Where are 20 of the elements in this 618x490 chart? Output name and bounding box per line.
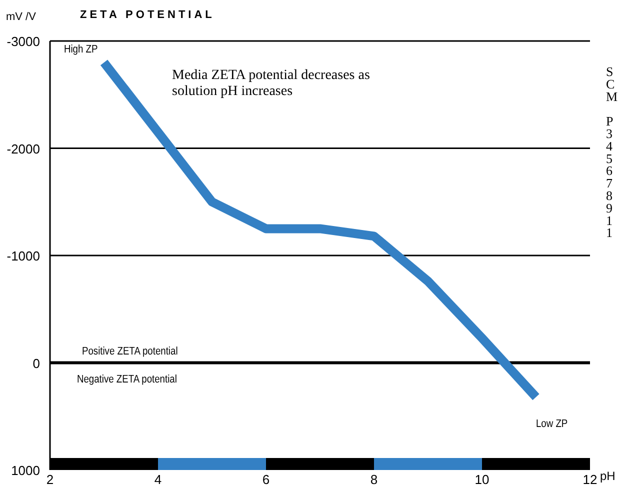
x-axis-title: pH bbox=[600, 469, 616, 483]
annotation: Negative ZETA potential bbox=[77, 374, 177, 386]
annotation: Low ZP bbox=[536, 418, 568, 430]
annotation: High ZP bbox=[64, 44, 98, 56]
y-tick-label: 0 bbox=[32, 356, 40, 371]
x-tick-label: 8 bbox=[370, 472, 378, 487]
annotation: Positive ZETA potential bbox=[82, 346, 178, 358]
x-tick-label: 4 bbox=[154, 472, 162, 487]
x-tick-label: 10 bbox=[474, 472, 490, 487]
annotation: Media ZETA potential decreases as solution pH increases bbox=[172, 68, 370, 99]
y-tick-label: -3000 bbox=[6, 34, 40, 49]
y-axis-title: mV /V bbox=[6, 11, 37, 23]
y-tick-label: -2000 bbox=[6, 141, 40, 156]
x-tick-label: 12 bbox=[582, 472, 598, 487]
x-tick-label: 6 bbox=[262, 472, 270, 487]
chart-title: ZETA POTENTIAL bbox=[80, 9, 215, 21]
y-tick-label: -1000 bbox=[6, 248, 40, 264]
y-tick-label: 1000 bbox=[11, 463, 40, 478]
text: S C M P 3 4 5 6 7 8 9 1 1 bbox=[606, 64, 618, 240]
x-tick-label: 2 bbox=[46, 472, 54, 487]
